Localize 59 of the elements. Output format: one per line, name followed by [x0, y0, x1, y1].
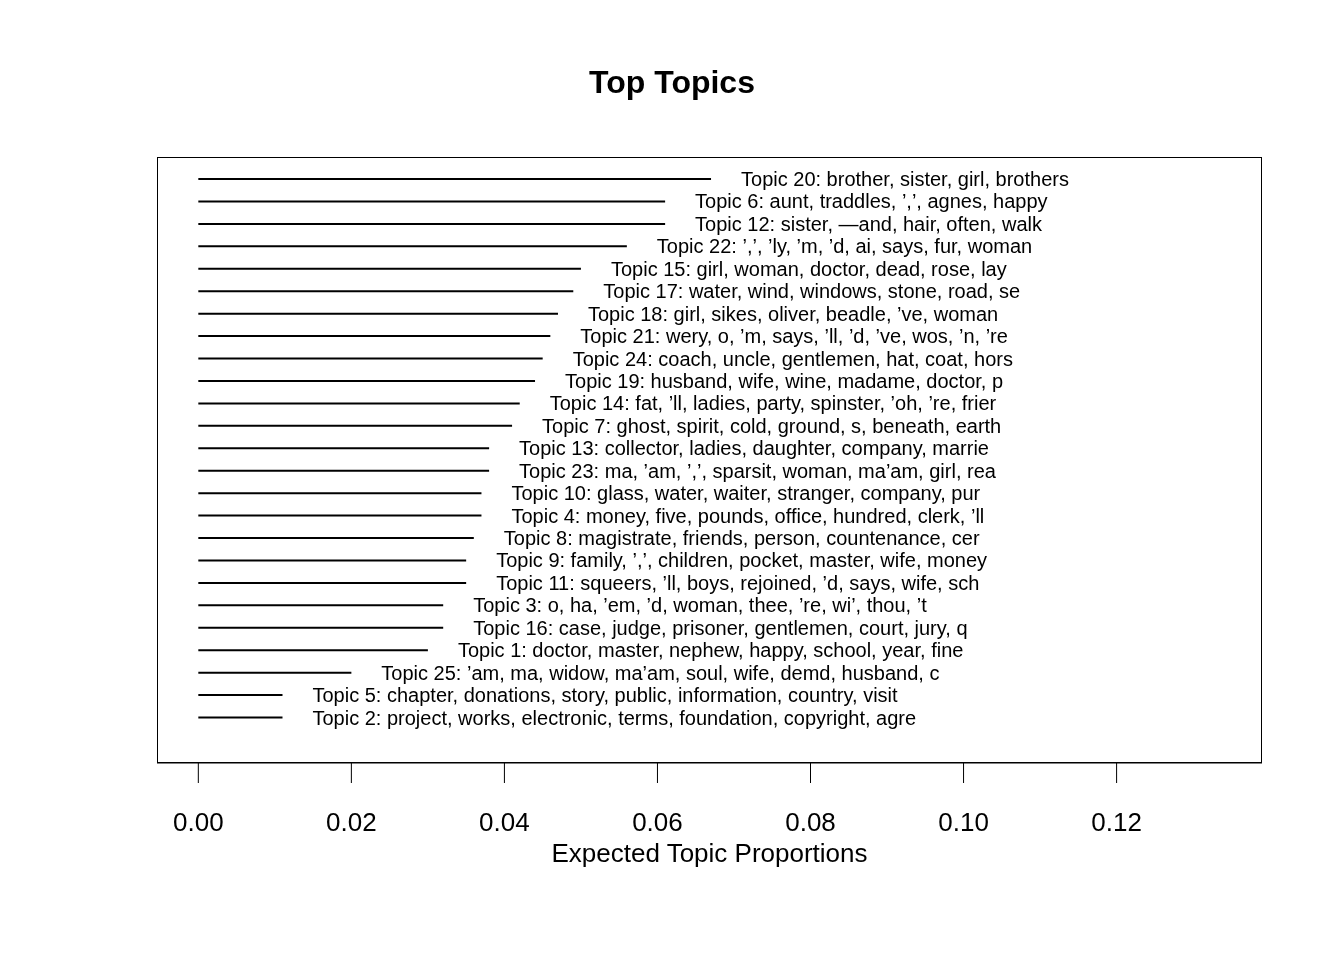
x-axis-title: Expected Topic Proportions	[551, 838, 868, 868]
x-tick-label: 0.02	[326, 807, 377, 838]
bar	[198, 604, 444, 607]
y-tick-label: Topic 25: ’am, ma, widow, ma’am, soul, wife, demd, husband, c	[381, 661, 940, 684]
bar	[198, 447, 490, 450]
bar	[198, 379, 536, 382]
y-tick-label: Topic 5: chapter, donations, story, public, information, country, visit	[312, 684, 899, 707]
y-tick-label: Topic 20: brother, sister, girl, brothers	[741, 168, 1069, 190]
y-tick-label: Topic 23: ma, ’am, ’,’, sparsit, woman, ma’am, girl, rea	[519, 459, 997, 482]
bar	[198, 222, 666, 225]
bar	[198, 626, 444, 629]
y-tick-label: Topic 9: family, ’,’, children, pocket, master, wife, money	[496, 549, 988, 572]
x-tick-label: 0.08	[785, 807, 836, 838]
y-tick-label: Topic 10: glass, water, waiter, stranger, company, pur	[511, 482, 981, 505]
bar	[198, 671, 352, 674]
bar	[198, 694, 283, 697]
bar	[198, 492, 482, 495]
bar	[198, 469, 490, 472]
bar	[198, 178, 712, 180]
y-tick-label: Topic 21: wery, o, ’m, says, ’ll, ’d, ’ve, wos, ’n, ’re	[580, 325, 1008, 348]
y-tick-label: Topic 7: ghost, spirit, cold, ground, s, beneath, earth	[542, 414, 1002, 437]
bar	[198, 200, 666, 203]
y-tick-label: Topic 17: water, wind, windows, stone, road, se	[603, 280, 1021, 303]
bar	[198, 267, 581, 270]
bar	[198, 514, 482, 517]
y-tick-label: Topic 24: coach, uncle, gentlemen, hat, coat, hors	[572, 347, 1013, 370]
bar	[198, 537, 474, 540]
y-tick-label: Topic 4: money, five, pounds, office, hundred, clerk, ’ll	[511, 504, 985, 527]
y-tick-label: Topic 8: magistrate, friends, person, countenance, cer	[503, 527, 980, 550]
chart-title: Top Topics	[588, 64, 756, 101]
bar	[198, 312, 558, 315]
bar	[198, 559, 467, 562]
bar	[198, 357, 543, 360]
bar	[198, 716, 283, 719]
bar	[198, 649, 428, 652]
y-tick-label: Topic 11: squeers, ’ll, boys, rejoined, ’d, says, wife, sch	[496, 571, 980, 594]
y-tick-label: Topic 6: aunt, traddles, ’,’, agnes, happy	[695, 190, 1048, 213]
y-tick-label: Topic 2: project, works, electronic, terms, foundation, copyright, agre	[312, 706, 917, 729]
y-tick-label: Topic 15: girl, woman, doctor, dead, rose, lay	[610, 257, 1007, 280]
y-tick-label: Topic 1: doctor, master, nephew, happy, school, year, fine	[457, 639, 964, 662]
x-tick-label: 0.10	[938, 807, 989, 838]
x-tick-label: 0.04	[479, 807, 530, 838]
bar	[198, 335, 551, 338]
bar	[198, 290, 574, 293]
y-tick-label: Topic 13: collector, ladies, daughter, company, marrie	[519, 437, 989, 460]
y-tick-label: Topic 19: husband, wife, wine, madame, doctor, p	[565, 369, 1004, 392]
y-tick-label: Topic 18: girl, sikes, oliver, beadle, ’ve, woman	[587, 302, 999, 325]
x-tick-label: 0.06	[632, 807, 683, 838]
y-tick-label: Topic 16: case, judge, prisoner, gentlemen, court, jury, q	[473, 616, 968, 639]
x-tick-label: 0.00	[173, 807, 224, 838]
x-tick-label: 0.12	[1091, 807, 1142, 838]
y-tick-label: Topic 14: fat, ’ll, ladies, party, spinster, ’oh, ’re, frier	[549, 392, 997, 415]
bar	[198, 245, 627, 248]
bar	[198, 581, 467, 584]
y-tick-label: Topic 22: ’,’, ’ly, ’m, ’d, ai, says, fur, woman	[656, 235, 1033, 258]
bar	[198, 424, 513, 427]
y-tick-label: Topic 3: o, ha, ’em, ’d, woman, thee, ’re, wi’, thou, ’t	[473, 594, 928, 617]
y-tick-label: Topic 12: sister, —and, hair, often, walk	[695, 212, 1043, 235]
bar	[198, 402, 520, 405]
